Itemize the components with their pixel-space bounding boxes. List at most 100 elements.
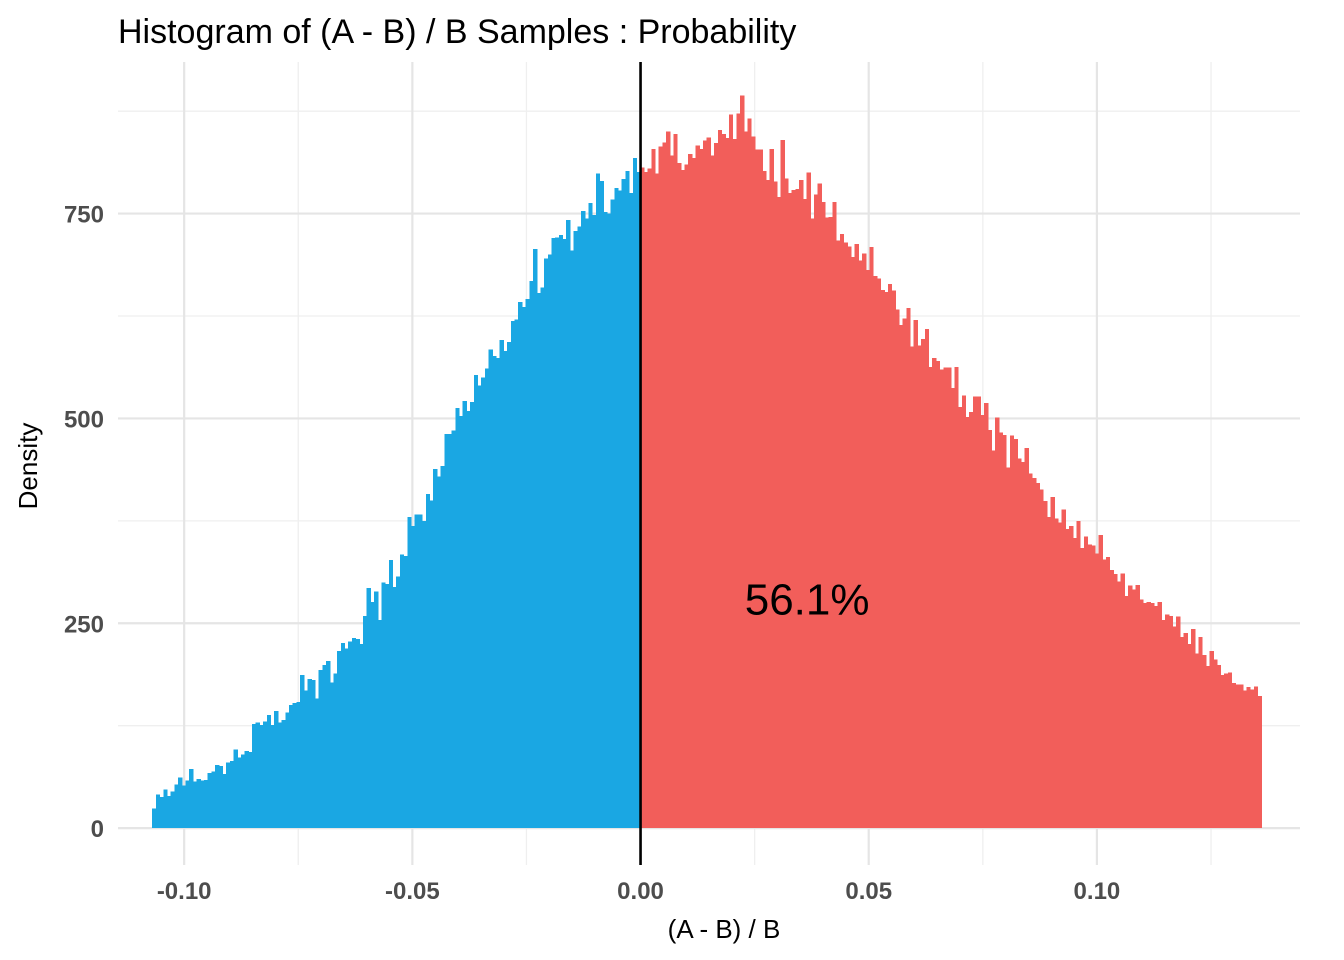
histogram-bar — [910, 346, 915, 829]
histogram-bar — [270, 724, 275, 829]
histogram-bar — [237, 757, 242, 829]
histogram-bar — [370, 601, 375, 829]
histogram-bar — [825, 217, 830, 829]
histogram-bar — [555, 237, 560, 829]
histogram-bar — [425, 493, 431, 829]
histogram-bar — [946, 367, 952, 829]
histogram-bar — [1124, 596, 1129, 829]
histogram-bar — [739, 95, 745, 829]
histogram-bar — [470, 402, 475, 829]
x-tick-label: -0.10 — [157, 878, 212, 905]
histogram-bar — [691, 157, 697, 829]
histogram-bar — [374, 591, 379, 829]
histogram-bar — [536, 293, 541, 829]
histogram-bar — [677, 162, 682, 829]
histogram-bar — [669, 155, 675, 829]
histogram-bar — [843, 242, 848, 829]
histogram-bar — [492, 356, 497, 829]
histogram-bar — [329, 682, 334, 829]
histogram-bar — [1131, 589, 1137, 829]
histogram-bar — [207, 773, 212, 829]
histogram-bar — [1172, 626, 1177, 829]
histogram-bar — [562, 238, 567, 829]
histogram-bar — [788, 193, 793, 829]
histogram-bar — [566, 220, 571, 829]
histogram-bar — [318, 669, 323, 829]
histogram-bar — [821, 202, 826, 829]
histogram-bar — [1094, 553, 1100, 829]
histogram-bar — [710, 155, 715, 829]
histogram-bar — [1198, 637, 1203, 829]
histogram-bar — [1168, 615, 1174, 829]
x-tick-label: -0.05 — [385, 878, 440, 905]
histogram-bar — [1032, 478, 1037, 829]
histogram-bar — [473, 375, 479, 829]
x-tick-label: 0.00 — [617, 878, 664, 905]
histogram-bar — [274, 710, 279, 829]
histogram-bar — [762, 170, 767, 829]
histogram-bar — [1224, 673, 1229, 829]
histogram-bar — [1117, 581, 1122, 829]
histogram-bar — [388, 560, 394, 829]
histogram-bar — [595, 173, 601, 829]
histogram-bar — [440, 465, 445, 829]
histogram-bar — [898, 325, 904, 829]
histogram-bar — [1190, 629, 1196, 829]
histogram-bar — [913, 320, 919, 829]
histogram-bar — [1002, 434, 1007, 829]
probability-annotation: 56.1% — [745, 576, 870, 625]
histogram-bar — [728, 114, 734, 829]
histogram-bar — [932, 357, 937, 829]
histogram-bar — [1242, 690, 1248, 829]
histogram-bar — [961, 395, 967, 829]
histogram-bar — [484, 368, 490, 829]
histogram-bar — [1057, 522, 1063, 829]
histogram-bar — [658, 146, 663, 829]
histogram-bar — [218, 765, 224, 829]
histogram-bar — [558, 234, 564, 829]
histogram-bar — [906, 307, 911, 829]
histogram-bar — [991, 450, 996, 829]
histogram-bar — [255, 722, 261, 829]
histogram-bar — [277, 722, 283, 829]
histogram-bar — [643, 171, 649, 829]
histogram-bar — [828, 216, 834, 829]
histogram-bar — [1139, 599, 1144, 829]
histogram-bar — [229, 760, 235, 829]
histogram-bar — [1006, 467, 1011, 829]
histogram-bar — [895, 309, 900, 829]
histogram-bar — [459, 415, 464, 829]
histogram-bar — [211, 771, 216, 829]
histogram-bar — [1017, 458, 1022, 829]
histogram-bar — [1205, 665, 1211, 829]
histogram-bar — [1135, 584, 1140, 829]
histogram-bar — [322, 665, 327, 829]
histogram-bar — [392, 587, 397, 829]
histogram-bar — [252, 724, 257, 829]
histogram-bar — [1202, 655, 1207, 829]
histogram-bar — [1187, 643, 1192, 829]
histogram-bar — [359, 643, 364, 829]
histogram-bar — [385, 583, 390, 829]
histogram-bar — [625, 170, 630, 829]
histogram-bar — [1054, 518, 1059, 829]
histogram-bar — [1113, 574, 1118, 829]
histogram-bar — [1161, 620, 1166, 829]
histogram-bar — [1209, 651, 1214, 829]
histogram-bar — [433, 469, 438, 829]
histogram-bar — [662, 142, 667, 829]
histogram-bar — [651, 148, 656, 829]
y-axis-tick-labels: 0 250 500 750 — [64, 202, 104, 844]
histogram-bar — [983, 402, 989, 829]
histogram-bar — [1150, 602, 1155, 829]
histogram-bar — [847, 246, 852, 829]
histogram-bar — [673, 134, 678, 829]
histogram-bar — [155, 794, 161, 829]
histogram-bar — [758, 149, 763, 829]
histogram-bar — [203, 779, 209, 829]
histogram-bar — [344, 648, 349, 829]
histogram-bar — [921, 338, 926, 829]
histogram-bar — [540, 287, 545, 829]
histogram-bar — [614, 188, 619, 829]
histogram-bar — [995, 417, 1000, 829]
